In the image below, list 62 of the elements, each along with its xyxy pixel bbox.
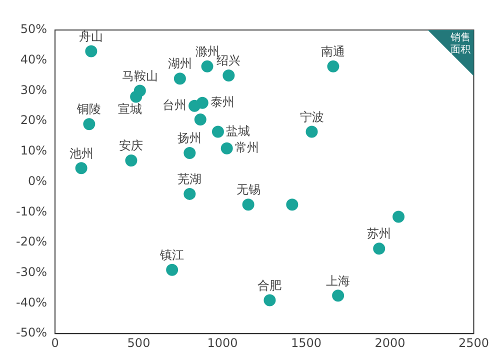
- y-tick-label: 20%: [20, 113, 47, 128]
- y-tick-label: -40%: [16, 295, 47, 310]
- series-label: 扬州: [178, 131, 202, 146]
- x-tick-label: 0: [51, 336, 59, 350]
- series-label: 泰州: [210, 94, 234, 109]
- point: [264, 294, 276, 306]
- point: [373, 242, 386, 255]
- point: [222, 70, 235, 82]
- point: [184, 146, 196, 159]
- point: [85, 45, 98, 58]
- series-label: 镇江: [159, 248, 184, 262]
- series-label: 台州: [162, 98, 187, 112]
- point: [125, 154, 138, 167]
- point: [212, 126, 224, 138]
- x-tick-label: 2000: [374, 336, 406, 350]
- point: [75, 162, 88, 174]
- x-tick-label: 1000: [207, 336, 238, 350]
- point: [332, 290, 344, 302]
- series-label: 苏州: [367, 226, 392, 241]
- series-label: 宣城: [118, 102, 142, 116]
- point: [220, 142, 233, 154]
- point: [83, 118, 96, 130]
- series-label: 合肥: [258, 278, 282, 292]
- series-label: 马鞍山: [122, 68, 158, 83]
- point: [184, 188, 196, 200]
- series-label: 池州: [69, 146, 94, 160]
- y-tick-label: 50%: [20, 22, 47, 36]
- series-label: 盐城: [226, 124, 250, 138]
- series-label: 常州: [234, 140, 259, 155]
- series-label: 湖州: [168, 56, 192, 71]
- series-label: 无锡: [236, 182, 260, 197]
- x-tick-label: 1500: [290, 336, 322, 350]
- y-tick-label: -20%: [16, 234, 47, 249]
- y-tick-label: -50%: [16, 326, 47, 340]
- point: [392, 210, 405, 223]
- x-tick-label: 500: [127, 336, 150, 350]
- point: [327, 60, 340, 72]
- series-label: 芜湖: [178, 172, 202, 186]
- point: [174, 72, 186, 85]
- x-tick-label: 2500: [458, 336, 490, 350]
- series-label: 上海: [326, 274, 350, 288]
- point: [242, 198, 254, 211]
- point: [201, 60, 214, 72]
- y-tick-label: -10%: [16, 204, 47, 218]
- point: [306, 126, 318, 138]
- y-tick-label: 40%: [20, 52, 47, 66]
- series-label: 安庆: [119, 138, 144, 153]
- y-tick-label: 0%: [28, 174, 47, 188]
- point: [188, 100, 201, 112]
- x-axis-title: 销售面积: [450, 32, 471, 56]
- point: [166, 264, 178, 276]
- series-label: 舟山: [79, 29, 104, 44]
- y-tick-label: 10%: [20, 144, 47, 158]
- series-label: 宁波: [300, 110, 324, 124]
- series-label: 绍兴: [216, 54, 241, 68]
- series-label: 南通: [321, 44, 346, 59]
- point: [286, 198, 298, 211]
- point: [194, 114, 206, 126]
- y-tick-label: -30%: [16, 265, 47, 280]
- y-tick-label: 30%: [20, 82, 47, 97]
- series-label: 铜陵: [76, 102, 102, 116]
- point: [134, 84, 146, 97]
